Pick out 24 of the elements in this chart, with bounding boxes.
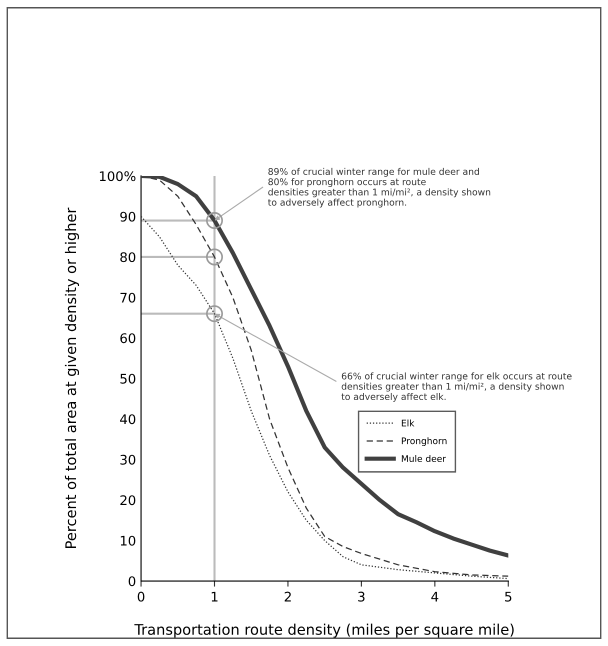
- annotation: 89% of crucial winter range for mule deer and 80% for pronghorn occurs at route densities greater than 1 mi/mi², a density shown to adversely affect pronghorn.: [268, 168, 490, 208]
- x-tick-label: 2: [284, 592, 291, 602]
- x-axis-title: Transportation route density (miles per square mile): [134, 624, 514, 638]
- annotation: 66% of crucial winter range for elk occurs at route densities greater than 1 mi/mi², a density shown to adversely affect elk.: [341, 372, 572, 402]
- y-tick-label: 60: [120, 333, 136, 344]
- y-tick-label: 70: [120, 292, 136, 303]
- y-tick-label: 40: [120, 414, 136, 424]
- legend-label: Mule deer: [402, 455, 446, 462]
- y-tick-label: 50: [120, 374, 136, 384]
- y-axis-title: Percent of total area at given density or higher: [64, 208, 80, 548]
- x-tick-label: 1: [212, 592, 218, 602]
- x-tick-label: 5: [505, 592, 512, 602]
- y-tick-label: 30: [120, 454, 136, 465]
- legend-label: Pronghorn: [402, 437, 447, 446]
- y-tick-label: 100%: [100, 171, 136, 182]
- x-tick-label: 4: [431, 592, 438, 602]
- y-tick-label: 20: [120, 495, 136, 506]
- legend-label: Elk: [402, 419, 414, 426]
- y-tick-label: 80: [120, 252, 136, 262]
- y-tick-label: 10: [120, 536, 136, 546]
- x-tick-label: 3: [358, 592, 365, 602]
- x-tick-label: 0: [138, 592, 144, 602]
- y-tick-label: 0: [128, 576, 136, 586]
- y-tick-label: 90: [120, 212, 136, 222]
